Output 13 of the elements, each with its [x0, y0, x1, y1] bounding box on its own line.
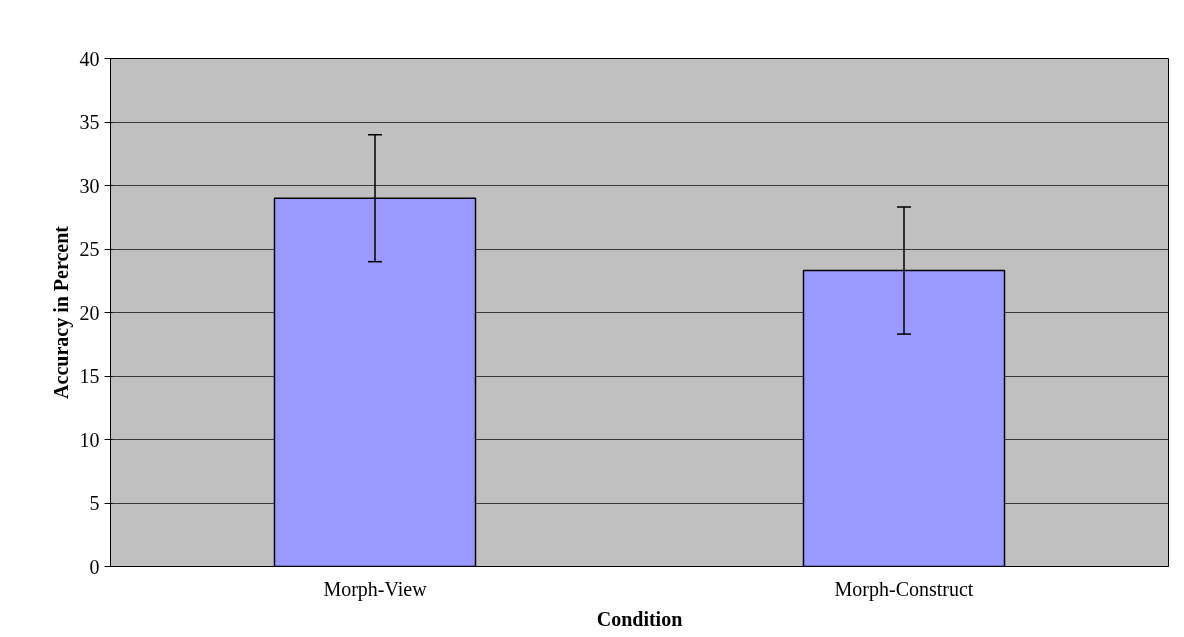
x-axis-title: Condition: [596, 607, 683, 630]
y-axis-title: Accuracy in Percent: [49, 225, 73, 399]
x-tick-label: Morph-View: [323, 577, 428, 601]
y-tick-label: 25: [79, 238, 100, 260]
y-tick-label: 20: [79, 301, 100, 324]
y-tick-label: 40: [79, 47, 100, 70]
y-tick-label: 10: [79, 428, 100, 451]
y-tick-label: 15: [79, 365, 100, 387]
y-tick-label: 35: [79, 111, 100, 133]
y-tick-label: 5: [89, 492, 100, 514]
x-tick-label: Morph-Construct: [834, 577, 974, 601]
y-tick-label: 0: [89, 555, 100, 578]
y-tick-label: 30: [79, 174, 100, 197]
